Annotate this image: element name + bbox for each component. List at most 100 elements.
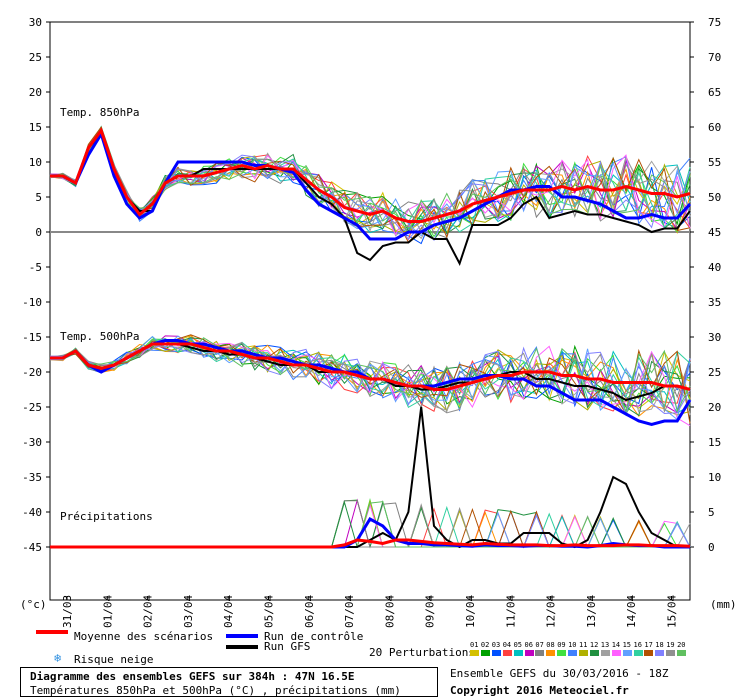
right-tick-label: 40: [708, 261, 721, 274]
perturbation-number: 16: [633, 641, 642, 649]
right-tick-label: 25: [708, 366, 721, 379]
gfs-line: [50, 406, 690, 549]
perturbation-swatch: [491, 650, 501, 656]
legend-control-swatch: [226, 634, 258, 638]
x-date-label: 06/04: [303, 595, 316, 628]
perturbation-swatch: [644, 650, 654, 656]
left-tick-label: 10: [29, 156, 42, 169]
right-tick-label: 35: [708, 296, 721, 309]
footer-box: [20, 667, 438, 697]
footer-subtitle: Températures 850hPa et 500hPa (°C) , pré…: [30, 684, 401, 697]
footer-copyright: Copyright 2016 Meteociel.fr: [450, 684, 629, 697]
left-tick-label: -20: [22, 366, 42, 379]
left-tick-label: 25: [29, 51, 42, 64]
perturbation-swatch: [633, 650, 643, 656]
left-tick-label: 0: [35, 226, 42, 239]
perturbation-swatch: [524, 650, 534, 656]
x-date-label: 02/04: [142, 595, 155, 628]
perturbation-swatch: [600, 650, 610, 656]
right-tick-label: 55: [708, 156, 721, 169]
left-tick-label: -15: [22, 331, 42, 344]
panel-title: Précipitations: [60, 510, 153, 523]
footer-title: Diagramme des ensembles GEFS sur 384h : …: [30, 670, 355, 683]
right-tick-label: 70: [708, 51, 721, 64]
x-date-label: 15/04: [666, 595, 679, 628]
right-tick-label: 30: [708, 331, 721, 344]
x-date-label: 10/04: [464, 595, 477, 628]
x-date-label: 08/04: [383, 595, 396, 628]
perturbation-line: [49, 338, 691, 414]
x-date-label: 13/04: [585, 595, 598, 628]
left-tick-label: 5: [35, 191, 42, 204]
left-tick-label: -10: [22, 296, 42, 309]
right-tick-label: 65: [708, 86, 721, 99]
legend-perturbations-label: 20 Perturbations: [369, 646, 475, 659]
x-date-label: 09/04: [424, 595, 437, 628]
x-date-label: 07/04: [343, 595, 356, 628]
perturbation-number: 08: [546, 641, 555, 649]
perturbation-line: [49, 340, 691, 416]
gfs-line: [50, 132, 691, 267]
perturbation-number: 10: [568, 641, 577, 649]
perturbation-swatch: [589, 650, 599, 656]
perturbation-number: 11: [579, 641, 588, 649]
perturbation-swatch: [502, 650, 512, 656]
mean-line: [50, 342, 691, 391]
right-tick-label: 50: [708, 191, 721, 204]
x-date-label: 05/04: [263, 595, 276, 628]
right-tick-label: 75: [708, 16, 721, 29]
perturbation-swatch: [470, 650, 479, 656]
snowflake-icon: ❄: [54, 651, 62, 665]
perturbation-line: [49, 337, 691, 413]
perturbation-number: 09: [557, 641, 566, 649]
perturbation-number: 05: [513, 641, 523, 649]
panel-title: Temp. 850hPa: [60, 106, 139, 119]
perturbation-swatch: [535, 650, 545, 656]
control-line: [50, 130, 692, 241]
perturbation-number: 03: [491, 641, 501, 649]
left-tick-label: -5: [29, 261, 42, 274]
x-date-label: 31/03: [61, 595, 74, 628]
left-axis-unit: (°c): [20, 598, 47, 611]
perturbation-number: 04: [502, 641, 512, 649]
legend-mean-swatch: [36, 630, 68, 634]
perturbation-number: 12: [589, 641, 599, 649]
perturbation-swatch: [557, 650, 567, 656]
mean-line: [50, 538, 691, 549]
perturbation-line: [49, 338, 691, 415]
x-date-label: 03/04: [182, 595, 195, 628]
left-tick-label: 20: [29, 86, 42, 99]
ensemble-chart: 302520151050-5-10-15-20-25-30-35-40-4575…: [20, 16, 737, 628]
left-tick-label: -35: [22, 471, 42, 484]
right-tick-label: 45: [708, 226, 721, 239]
legend-control-label: Run de contrôle: [264, 630, 364, 643]
right-tick-label: 60: [708, 121, 721, 134]
mean-line: [50, 127, 691, 223]
perturbation-swatch: [513, 650, 523, 656]
perturbation-number: 01: [470, 641, 479, 649]
perturbation-swatch: [655, 650, 665, 656]
perturbation-number: 06: [524, 641, 533, 649]
left-tick-label: 15: [29, 121, 42, 134]
perturbation-number: 02: [480, 641, 490, 649]
x-date-label: 11/04: [504, 595, 517, 628]
legend-gfs-swatch: [226, 645, 258, 649]
left-tick-label: -40: [22, 506, 42, 519]
perturbation-number: 07: [535, 641, 544, 649]
perturbation-line: [49, 343, 691, 417]
legend-mean-label: Moyenne des scénarios: [74, 630, 214, 643]
x-date-label: 12/04: [545, 595, 558, 628]
right-tick-label: 20: [708, 401, 721, 414]
right-tick-label: 5: [708, 506, 715, 519]
perturbation-line: [49, 126, 691, 244]
perturbation-number: 18: [655, 641, 664, 649]
left-tick-label: -45: [22, 541, 42, 554]
perturbation-number: 20: [677, 641, 686, 649]
x-date-label: 04/04: [222, 595, 235, 628]
panel-title: Temp. 500hPa: [60, 330, 139, 343]
footer-run: Ensemble GEFS du 30/03/2016 - 18Z: [450, 667, 669, 680]
perturbation-swatch: [480, 650, 490, 656]
perturbation-swatch: [579, 650, 588, 656]
perturbation-swatch: [677, 650, 687, 656]
perturbation-number: 19: [666, 641, 675, 649]
